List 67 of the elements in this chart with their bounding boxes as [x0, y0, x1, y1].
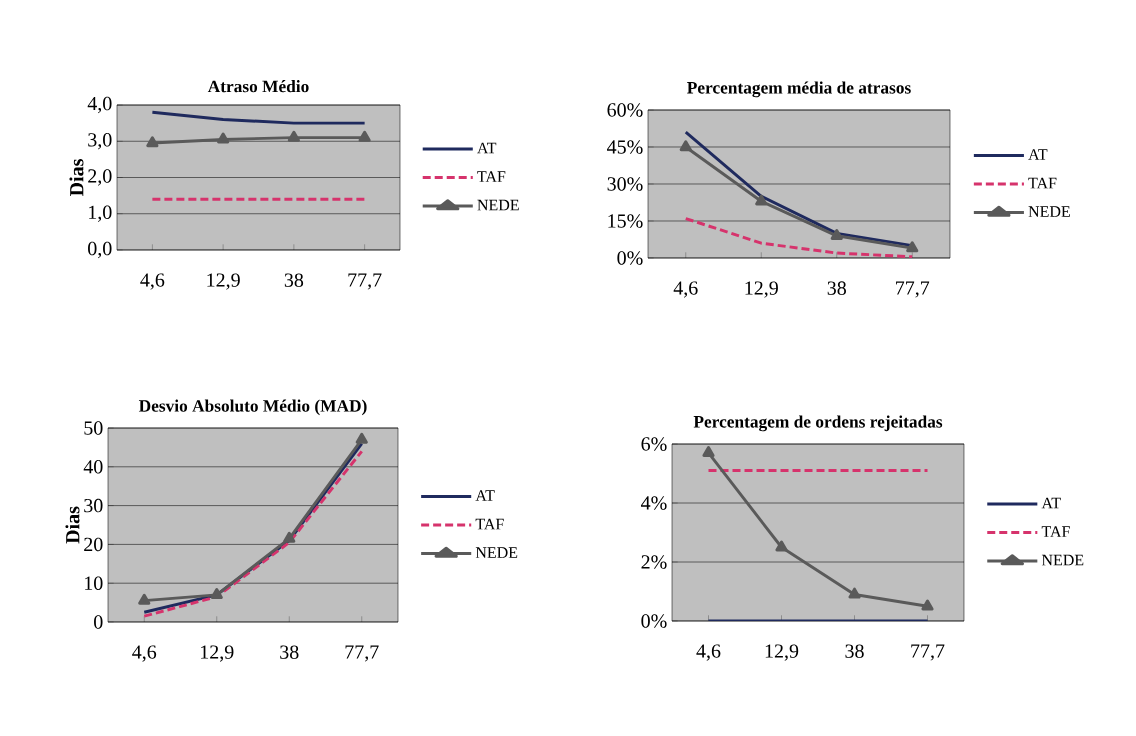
point [848, 587, 861, 599]
x-tick-label: 12,9 [207, 273, 240, 290]
chart-title: Desvio Absoluto Médio (MAD) [138, 399, 367, 416]
x-tick-label: 77,7 [345, 645, 379, 662]
y-tick-label: 45% [607, 140, 643, 154]
y-axis-title: Dias [69, 159, 84, 197]
legend-label: NEDE [477, 199, 519, 211]
legend-label: TAF [1041, 526, 1070, 537]
y-tick-label: 30% [607, 177, 643, 191]
y-tick-label: 0 [94, 615, 103, 629]
legend-label: AT [1028, 149, 1048, 160]
y-axis-title: Dias [65, 506, 80, 544]
x-tick-label: 12,9 [201, 645, 234, 662]
chart-title: Percentagem média de atrasos [687, 81, 911, 98]
y-tick-label: 10 [85, 576, 103, 590]
legend-label: NEDE [475, 547, 518, 558]
y-tick-label: 0% [617, 251, 643, 265]
x-tick-label: 38 [280, 645, 299, 659]
x-tick-label: 77,7 [348, 273, 382, 290]
y-tick-label: 1,0 [89, 205, 112, 222]
y-tick-label: 30 [84, 498, 103, 513]
legend-label: TAF [1028, 177, 1057, 189]
legend-label: NEDE [1041, 554, 1084, 566]
point [755, 194, 768, 206]
point [210, 588, 223, 599]
legend-label: AT [1041, 497, 1061, 509]
point [138, 593, 151, 605]
legend-label: NEDE [1028, 206, 1070, 217]
x-tick-label: 4,6 [696, 644, 721, 661]
point [283, 531, 296, 543]
legend-label: AT [477, 142, 497, 154]
legend-label: TAF [475, 518, 504, 530]
point [921, 599, 934, 611]
point [355, 432, 368, 444]
point [702, 446, 715, 457]
y-tick-label: 50 [84, 421, 103, 435]
y-tick-label: 60% [607, 103, 643, 117]
x-tick-label: 12,9 [765, 644, 799, 661]
x-tick-label: 38 [284, 273, 304, 287]
y-tick-label: 20 [84, 537, 103, 552]
point [775, 540, 788, 552]
x-tick-label: 77,7 [896, 281, 930, 298]
legend-label: AT [475, 490, 495, 501]
x-tick-label: 38 [845, 644, 864, 658]
x-tick-label: 4,6 [673, 281, 698, 298]
y-tick-label: 3,0 [88, 133, 112, 150]
x-tick-label: 38 [827, 281, 846, 295]
point [906, 241, 919, 253]
y-tick-label: 15% [608, 214, 643, 228]
x-tick-label: 4,6 [140, 273, 165, 290]
x-tick-label: 12,9 [745, 281, 778, 298]
y-tick-label: 4% [641, 496, 667, 510]
chart-title: Atraso Médio [207, 80, 309, 93]
point [830, 228, 843, 240]
chart-title: Percentagem de ordens rejeitadas [693, 415, 943, 432]
y-tick-label: 0,0 [88, 241, 112, 259]
y-tick-label: 2,0 [88, 169, 112, 186]
line-series [684, 217, 914, 258]
y-tick-label: 40 [83, 460, 103, 474]
y-tick-label: 0% [641, 614, 667, 628]
point [679, 140, 692, 152]
y-tick-label: 4,0 [87, 96, 112, 114]
legend-label: TAF [477, 171, 506, 182]
y-tick-label: 2% [641, 555, 667, 569]
x-tick-label: 77,7 [911, 644, 945, 661]
y-tick-label: 6% [641, 437, 667, 451]
x-tick-label: 4,6 [132, 645, 157, 662]
